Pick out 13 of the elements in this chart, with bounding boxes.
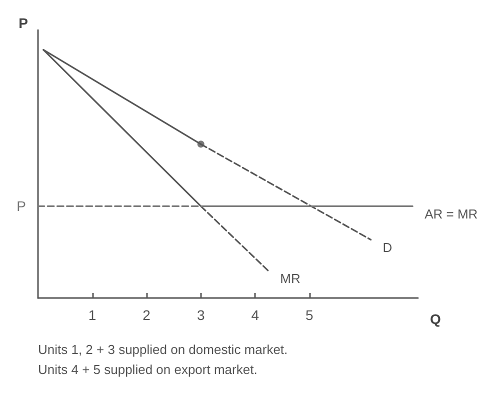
series-label: MR	[280, 271, 300, 286]
y-axis-title: P	[18, 15, 28, 31]
x-tick-label: 1	[88, 307, 96, 323]
x-tick-label: 3	[196, 307, 205, 323]
series-label: D	[382, 240, 392, 256]
text: Units 1, 2 + 3 supplied on domestic market.	[38, 342, 288, 357]
annotation: P	[16, 198, 26, 214]
series-label: AR = MR	[424, 206, 478, 222]
x-tick-label: 5	[306, 307, 314, 323]
x-tick-label: 4	[251, 307, 260, 323]
x-axis-title: Q	[430, 311, 441, 327]
text: Units 4 + 5 supplied on export market.	[38, 362, 258, 377]
x-tick-label: 2	[142, 307, 151, 323]
